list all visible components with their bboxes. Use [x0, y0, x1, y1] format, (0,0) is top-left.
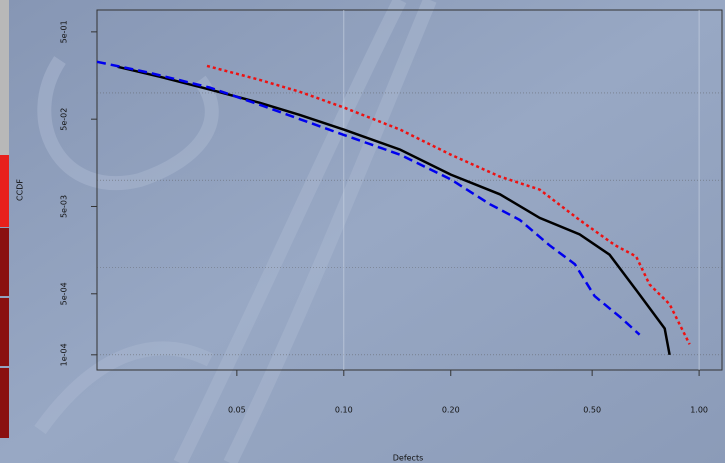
y-tick-label: 5e-01 [60, 20, 69, 43]
side-strip [0, 0, 9, 438]
y-tick-label: 5e-02 [60, 108, 69, 131]
y-tick-label: 5e-03 [60, 195, 69, 218]
x-axis-label: Defects [393, 454, 424, 463]
plot-frame [96, 9, 723, 371]
x-tick-label: 0.20 [442, 406, 460, 415]
x-tick-label: 1.00 [690, 406, 708, 415]
decoration [34, 0, 437, 463]
y-tick-label: 5e-04 [60, 282, 69, 305]
x-tick-label: 0.50 [583, 406, 601, 415]
data-line [96, 60, 641, 336]
y-axis-label: CCDF [16, 179, 25, 201]
y-tick-label: 1e-04 [60, 343, 69, 366]
data-line [206, 64, 691, 345]
x-tick-label: 0.05 [228, 406, 246, 415]
x-tick-label: 0.10 [335, 406, 353, 415]
